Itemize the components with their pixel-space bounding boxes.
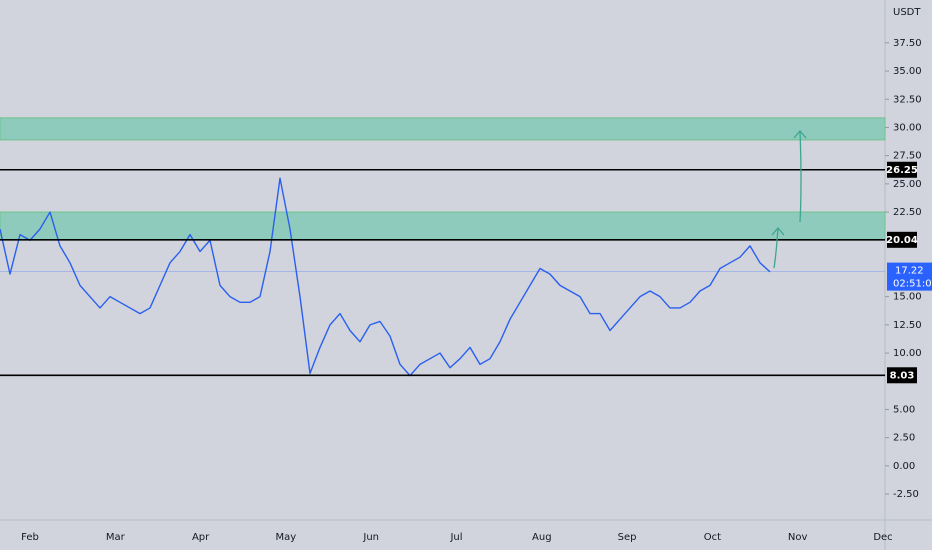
y-tick-label: 12.50 — [893, 320, 922, 331]
level-label-box — [887, 367, 917, 384]
x-tick-label: Sep — [618, 532, 637, 543]
y-tick-label: 37.50 — [893, 38, 922, 49]
y-tick-label: 2.50 — [893, 433, 915, 444]
arrow — [773, 227, 779, 269]
zone — [0, 211, 886, 241]
y-tick-label: 22.50 — [893, 207, 922, 218]
arrow-head — [771, 227, 785, 236]
x-tick-label: Jul — [449, 532, 462, 543]
level-label: 8.03 — [890, 370, 915, 381]
y-tick-label: 5.00 — [893, 404, 915, 415]
level-label-box — [887, 231, 917, 248]
x-tick-label: Aug — [532, 532, 552, 543]
y-tick-label: 10.00 — [893, 348, 922, 359]
x-tick-label: Jun — [362, 532, 379, 543]
arrow — [799, 130, 802, 223]
y-tick-label: 30.00 — [893, 122, 922, 133]
y-tick-label: 35.00 — [893, 66, 922, 77]
y-tick-label: 25.00 — [893, 179, 922, 190]
y-tick-label: 15.00 — [893, 292, 922, 303]
x-tick-label: Apr — [192, 532, 210, 543]
x-tick-label: Feb — [21, 532, 39, 543]
x-tick-label: Oct — [704, 532, 721, 543]
y-tick-label: 27.50 — [893, 151, 922, 162]
price-line — [0, 177, 771, 377]
y-tick-label: 0.00 — [893, 461, 915, 472]
level-label-box — [887, 161, 917, 178]
level-label: 20.04 — [886, 235, 918, 246]
arrow-head — [793, 130, 807, 139]
y-tick-label: -2.50 — [893, 489, 919, 500]
last-price-label: 17.22 — [895, 266, 924, 277]
zone — [0, 117, 886, 141]
level-label: 26.25 — [886, 165, 918, 176]
countdown-label: 02:51:01 — [893, 279, 932, 290]
x-tick-label: Nov — [788, 532, 808, 543]
currency-label: USDT — [893, 7, 921, 18]
y-tick-label: 32.50 — [893, 94, 922, 105]
last-price-box — [887, 262, 932, 291]
x-tick-label: Dec — [873, 532, 892, 543]
x-tick-label: Mar — [106, 532, 126, 543]
x-tick-label: May — [276, 532, 297, 543]
